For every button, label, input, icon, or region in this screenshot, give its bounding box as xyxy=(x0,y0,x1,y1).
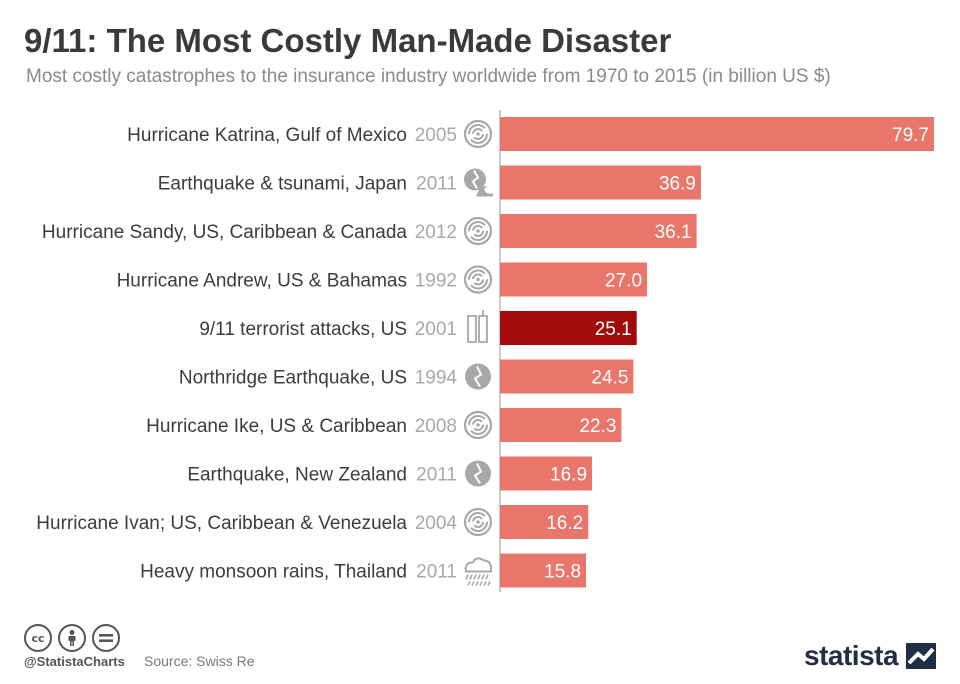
category-label: Hurricane Ike, US & Caribbean xyxy=(146,416,407,437)
data-label: 27.0 xyxy=(605,271,642,292)
year-label: 1992 xyxy=(415,271,457,292)
cc-icon: cc xyxy=(24,624,52,652)
category-label: Heavy monsoon rains, Thailand xyxy=(140,562,407,583)
bar xyxy=(500,408,622,442)
year-label: 2005 xyxy=(415,125,457,146)
category-label: Northridge Earthquake, US xyxy=(179,368,407,389)
source-note: Source: Swiss Re xyxy=(144,653,255,669)
year-label: 2004 xyxy=(415,513,458,534)
statista-logo-icon xyxy=(906,643,936,669)
year-label: 1994 xyxy=(415,368,458,389)
year-label: 2011 xyxy=(416,562,457,583)
hurricane-icon xyxy=(463,216,493,246)
bar xyxy=(500,311,637,345)
statista-logo-text: statista xyxy=(804,640,899,671)
hurricane-icon xyxy=(463,119,493,149)
category-label: 9/11 terrorist attacks, US xyxy=(199,319,407,340)
license-icons: cc xyxy=(24,624,120,652)
data-label: 22.3 xyxy=(579,416,616,437)
by-icon xyxy=(58,624,86,652)
year-label: 2011 xyxy=(416,465,457,486)
bar xyxy=(500,165,701,200)
category-label: Earthquake & tsunami, Japan xyxy=(158,174,407,195)
data-label: 36.9 xyxy=(659,174,696,195)
category-label: Hurricane Sandy, US, Caribbean & Canada xyxy=(42,222,408,243)
year-label: 2012 xyxy=(415,222,457,243)
hurricane-icon xyxy=(463,507,493,537)
data-label: 16.9 xyxy=(550,465,587,486)
category-label: Earthquake, New Zealand xyxy=(187,465,407,486)
bar xyxy=(500,117,934,151)
category-label: Hurricane Ivan; US, Caribbean & Venezuel… xyxy=(36,513,407,534)
bar xyxy=(500,553,587,588)
year-label: 2011 xyxy=(416,174,457,195)
bar xyxy=(500,505,589,539)
data-label: 15.8 xyxy=(544,562,581,583)
bar xyxy=(500,262,648,297)
category-label: Hurricane Andrew, US & Bahamas xyxy=(117,271,407,292)
earthquake-icon xyxy=(465,363,491,390)
twitter-handle: @StatistaCharts xyxy=(24,654,125,669)
bar xyxy=(500,359,634,394)
category-label: Hurricane Katrina, Gulf of Mexico xyxy=(127,125,407,146)
year-label: 2001 xyxy=(415,319,457,340)
year-label: 2008 xyxy=(415,416,457,437)
data-label: 79.7 xyxy=(892,125,929,146)
towers-icon xyxy=(467,310,488,343)
chart-title: 9/11: The Most Costly Man-Made Disaster xyxy=(24,22,672,59)
bar xyxy=(500,214,697,248)
data-label: 25.1 xyxy=(595,319,632,340)
data-label: 36.1 xyxy=(655,222,692,243)
chart-subtitle: Most costly catastrophes to the insuranc… xyxy=(26,66,831,87)
data-label: 16.2 xyxy=(546,513,583,534)
rain-icon xyxy=(464,557,493,586)
data-label: 24.5 xyxy=(591,368,628,389)
nd-icon xyxy=(92,624,120,652)
tsunami-icon xyxy=(464,168,493,197)
hurricane-icon xyxy=(463,265,493,294)
hurricane-icon xyxy=(463,410,493,440)
earthquake-icon xyxy=(465,460,491,487)
bar xyxy=(500,456,593,491)
